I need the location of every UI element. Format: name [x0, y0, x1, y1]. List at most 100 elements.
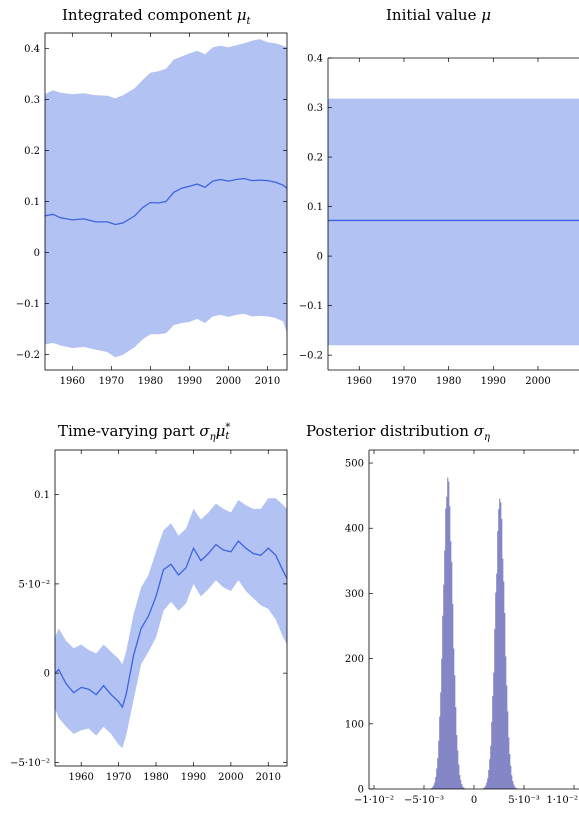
- y-tick-label: −0.2: [16, 350, 40, 361]
- x-tick-label: 1960: [347, 376, 372, 387]
- x-tick-label: 1970: [106, 772, 131, 783]
- histogram-bar: [432, 786, 434, 789]
- x-tick-label: 1990: [481, 376, 506, 387]
- histogram-bar: [495, 592, 497, 789]
- y-tick-label: 5·10⁻²: [18, 579, 50, 590]
- chart-title-subscript: t: [246, 16, 251, 27]
- histogram-bar: [455, 707, 457, 789]
- chart-title-subscript: η: [209, 432, 216, 443]
- histogram-bar: [447, 477, 449, 789]
- chart-title-script: * t: [225, 422, 231, 442]
- histogram-bar: [494, 629, 496, 789]
- chart-title-symbol: μ: [481, 6, 491, 24]
- chart-title-symbol-2: μ: [215, 422, 226, 440]
- histogram-bar: [451, 561, 453, 789]
- chart-title-text: Integrated component: [62, 6, 237, 24]
- histogram-bar: [441, 658, 443, 789]
- y-tick-label: 0.1: [34, 490, 50, 501]
- histogram-bar: [484, 787, 486, 789]
- y-tick-label: 0: [44, 669, 50, 680]
- credible-band: [45, 39, 287, 358]
- histogram-bar: [440, 692, 442, 789]
- histogram-bar: [497, 531, 499, 789]
- histogram-bar: [449, 506, 451, 789]
- chart-title: Posterior distribution ση: [306, 422, 490, 443]
- chart-title-symbol: σ: [473, 422, 484, 440]
- credible-band: [55, 498, 287, 749]
- x-tick-label: 2000: [525, 376, 550, 387]
- x-tick-label: 1990: [181, 772, 206, 783]
- chart-title-subscript-2: t: [225, 431, 230, 442]
- x-tick-label: 2000: [218, 772, 243, 783]
- chart-integrated-component-svg: 1960 1970 1980 1990 2000 2010 0.4 0.3 0.2 0.1 0 −0.…: [16, 32, 288, 387]
- histogram-bar: [502, 558, 504, 789]
- y-tick-label: 0.4: [24, 44, 40, 55]
- histogram-bar: [462, 786, 464, 789]
- histogram-bar: [488, 769, 490, 789]
- chart-posterior-distribution: Posterior distribution ση −1·10⁻² −5·10⁻³…: [290, 400, 579, 816]
- x-tick-label: −1·10⁻²: [354, 795, 394, 806]
- histogram-bar: [458, 764, 460, 789]
- histogram-bar: [456, 735, 458, 789]
- histogram-bar: [501, 518, 503, 789]
- histogram-bar: [503, 581, 505, 789]
- histogram-bar: [442, 615, 444, 789]
- histogram-bar: [443, 584, 445, 789]
- chart-title-symbol: μ: [236, 6, 247, 24]
- y-tick-label: 0.2: [307, 153, 323, 164]
- y-tick-label: −5·10⁻²: [10, 758, 50, 769]
- histogram-bar: [489, 759, 491, 789]
- histogram-bar: [499, 498, 501, 789]
- y-tick-label: 500: [345, 459, 364, 470]
- histogram-bar: [446, 496, 448, 789]
- histogram-bar: [435, 776, 437, 789]
- chart-title: Integrated component μt: [62, 6, 251, 27]
- histogram-bar: [504, 612, 506, 789]
- y-tick-label: 0: [317, 252, 323, 263]
- histogram-bar: [439, 716, 441, 789]
- x-tick-label: 2010: [256, 772, 281, 783]
- histogram-bar: [452, 604, 454, 789]
- histogram-bar: [433, 785, 435, 789]
- histogram-bar: [437, 758, 439, 789]
- y-tick-label: 0.3: [24, 95, 40, 106]
- y-tick-label: 100: [345, 719, 364, 730]
- series-line: [55, 540, 287, 709]
- histogram-bar: [491, 721, 493, 789]
- chart-title: Time-varying part σημ * t: [58, 422, 230, 443]
- histogram-bar: [511, 775, 513, 789]
- histogram-bar: [461, 784, 463, 789]
- histogram-bar: [485, 785, 487, 789]
- histogram-bar: [507, 711, 509, 789]
- y-tick-label: 200: [345, 654, 364, 665]
- x-tick-label: 1980: [143, 772, 168, 783]
- y-tick-label: 400: [345, 524, 364, 535]
- x-tick-label: 2010: [255, 376, 280, 387]
- y-tick-label: 0: [358, 785, 364, 796]
- chart-time-varying-part-svg: 1960 1970 1980 1990 2000 2010 0.1 5·10⁻² 0 −5·10⁻…: [10, 449, 288, 783]
- histogram-bar: [510, 765, 512, 789]
- histogram-bar: [453, 648, 455, 789]
- chart-title-superscript: *: [225, 422, 231, 433]
- histogram-bar: [512, 781, 514, 789]
- chart-title-text: Time-varying part: [58, 422, 200, 440]
- histogram-bar: [460, 780, 462, 789]
- chart-title: Initial value μ: [386, 6, 491, 24]
- histogram-bar: [486, 782, 488, 789]
- histogram-bar: [445, 508, 447, 789]
- x-tick-label: 1·10⁻²: [546, 795, 578, 806]
- y-tick-label: −0.2: [299, 351, 323, 362]
- chart-title-subscript: η: [483, 432, 490, 443]
- chart-posterior-distribution-svg: −1·10⁻² −5·10⁻³ 0 5·10⁻³ 1·10⁻² 500 400 300 200 1…: [345, 449, 579, 806]
- x-tick-label: 5·10⁻³: [508, 795, 540, 806]
- x-tick-label: 1990: [177, 376, 202, 387]
- histogram-bar: [483, 788, 485, 789]
- plot-frame: [54, 449, 288, 767]
- histogram-bar: [513, 784, 515, 789]
- histogram-bar: [448, 481, 450, 789]
- chart-integrated-component: Integrated component μt 1960 1970 1980 1990…: [0, 0, 290, 400]
- y-tick-label: 0.3: [307, 103, 323, 114]
- histogram-bar: [434, 782, 436, 789]
- histogram-bar: [487, 778, 489, 789]
- chart-initial-value-svg: 1960 1970 1980 1990 2000 0.4 0.3 0.2 0.1 0 −0.1 −0.…: [299, 54, 579, 387]
